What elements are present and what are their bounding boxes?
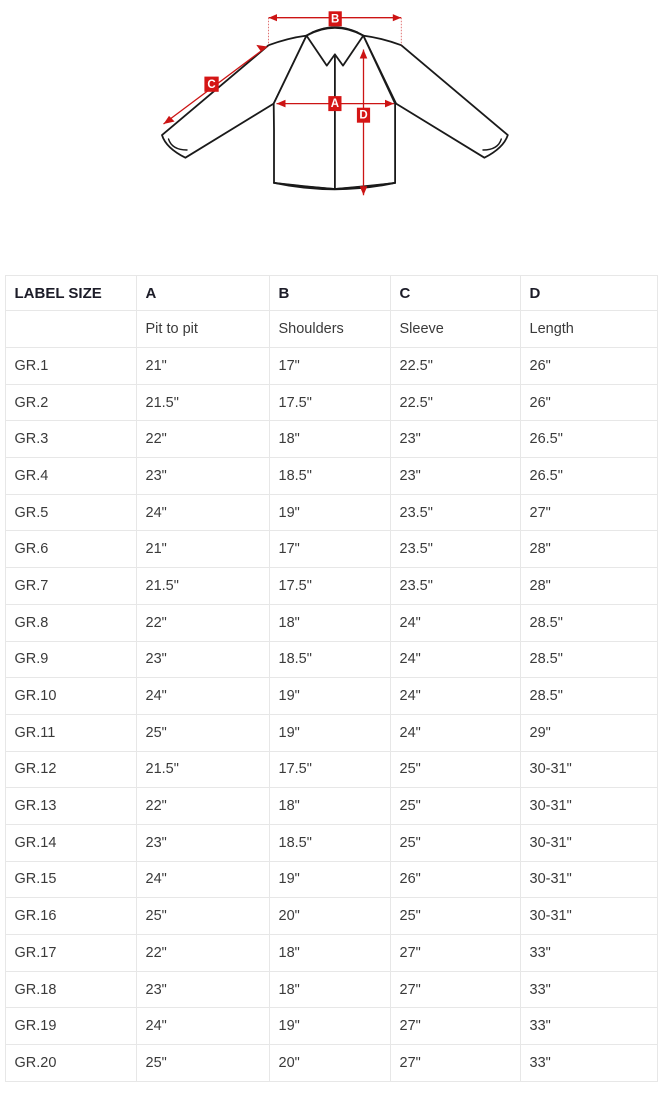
svg-text:A: A bbox=[331, 98, 339, 110]
svg-text:D: D bbox=[359, 110, 367, 122]
svg-text:B: B bbox=[331, 13, 339, 25]
svg-text:C: C bbox=[207, 79, 215, 91]
